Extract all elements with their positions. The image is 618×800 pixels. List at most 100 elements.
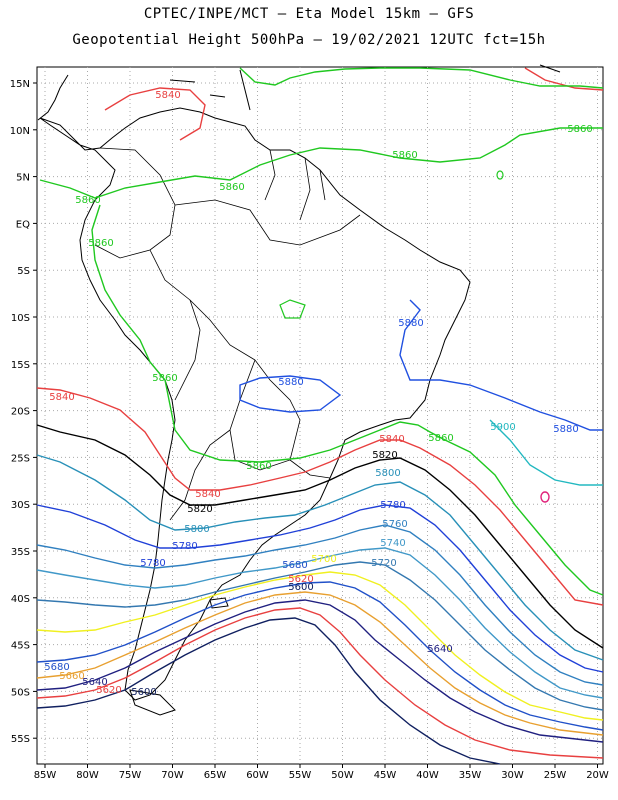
- longitude-label: 80W: [76, 770, 99, 781]
- label-5620: 5620: [96, 685, 121, 696]
- axis-ticks: [33, 82, 598, 768]
- longitude-label: 60W: [246, 770, 269, 781]
- label-5880: 5860: [246, 461, 271, 472]
- longitude-label: 70W: [161, 770, 184, 781]
- label-5860: 5860: [88, 238, 113, 249]
- longitude-label: 50W: [331, 770, 354, 781]
- contour-5620: [36, 607, 604, 759]
- label-5860: 5860: [392, 150, 417, 161]
- latitude-label: 40S: [11, 594, 30, 605]
- contour-5840-northeast: [524, 67, 604, 91]
- label-5860: 5860: [152, 373, 177, 384]
- label-5680: 5680: [44, 662, 69, 673]
- latitude-label: 25S: [11, 453, 30, 464]
- contour-5600: [36, 617, 501, 765]
- latitude-label: 30S: [11, 500, 30, 511]
- contour-5820: [36, 424, 604, 649]
- contour-5840-north: [104, 87, 206, 141]
- label-5780: 5780: [380, 500, 405, 511]
- label-5600: 5600: [131, 687, 156, 698]
- contour-5840-west: [36, 387, 604, 606]
- label-5640: 5640: [427, 644, 452, 655]
- longitude-label: 85W: [34, 770, 57, 781]
- contour-5880-east: [399, 299, 603, 431]
- tierra-del-fuego: [129, 689, 176, 716]
- latitude-label: 10S: [11, 313, 30, 324]
- label-5840: 5840: [49, 392, 74, 403]
- label-5880: 5880: [278, 377, 303, 388]
- label-5780: 5780: [172, 541, 197, 552]
- label-5840: 5840: [195, 489, 220, 500]
- longitude-label: 45W: [374, 770, 397, 781]
- label-5860: 5860: [219, 182, 244, 193]
- longitude-label: 55W: [289, 770, 312, 781]
- label-5860: 5860: [567, 124, 592, 135]
- label-5740: 5740: [380, 538, 405, 549]
- longitude-label: 30W: [501, 770, 524, 781]
- label-5840: 5840: [379, 434, 404, 445]
- latitude-label: 5S: [17, 266, 30, 277]
- label-5860: 5860: [428, 433, 453, 444]
- latitude-label: 35S: [11, 547, 30, 558]
- latitude-label: 5N: [16, 173, 30, 184]
- label-5800: 5800: [184, 524, 209, 535]
- south-america-coast: [39, 107, 471, 701]
- contour-5760: [36, 524, 604, 686]
- label-5800: 5800: [375, 468, 400, 479]
- label-5780: 5780: [140, 558, 165, 569]
- contour-small-closed-center: [279, 299, 306, 319]
- contour-5660: [36, 591, 604, 736]
- longitude-label: 25W: [544, 770, 567, 781]
- label-5820: 5820: [372, 450, 397, 461]
- label-5600: 5600: [288, 582, 313, 593]
- contour-labels: 5840 5860 5860 5860 5860 5860 5880 5880 …: [44, 90, 592, 698]
- label-5860: 5860: [75, 195, 100, 206]
- longitude-label: 20W: [586, 770, 609, 781]
- contour-5800: [36, 454, 604, 661]
- longitude-labels: 85W 80W 75W 70W 65W 60W 55W 50W 45W 40W 35W 30W 25W 2…: [34, 770, 609, 781]
- label-5660: 5660: [59, 671, 84, 682]
- longitude-label: 35W: [459, 770, 482, 781]
- latitude-label: 55S: [11, 734, 30, 745]
- latitude-labels: 15N 10N 5N EQ 5S 10S 15S 20S 25S 30S 35S 40S 45S 50S 5…: [10, 79, 30, 745]
- contour-5640: [36, 599, 604, 743]
- latitude-label: 15N: [10, 79, 30, 90]
- contour-small-closed-north: [496, 170, 504, 180]
- latitude-label: 50S: [11, 687, 30, 698]
- label-5840: 5840: [155, 90, 180, 101]
- contour-5860-north: [239, 67, 604, 89]
- longitude-label: 75W: [119, 770, 142, 781]
- country-borders: [94, 147, 361, 521]
- label-5720: 5720: [371, 558, 396, 569]
- map-frame: [36, 66, 604, 765]
- label-5680: 5680: [282, 560, 307, 571]
- longitude-label: 65W: [204, 770, 227, 781]
- label-5880: 5880: [553, 424, 578, 435]
- map-title: CPTEC/INPE/MCT – Eta Model 15km – GFS: [143, 6, 475, 22]
- label-5900: 5900: [490, 422, 515, 433]
- coastlines: [37, 64, 561, 716]
- longitude-label: 40W: [416, 770, 439, 781]
- latitude-label: 15S: [11, 360, 30, 371]
- label-5640: 5640: [82, 677, 107, 688]
- contour-5700: [36, 571, 604, 721]
- latitude-label: 10N: [10, 126, 30, 137]
- contour-5680: [36, 581, 604, 731]
- contour-5720: [36, 561, 604, 711]
- central-america: [37, 74, 69, 121]
- contour-5900: [489, 419, 603, 486]
- latitude-label: 20S: [11, 407, 30, 418]
- label-5880: 5880: [398, 318, 423, 329]
- contour-5880-central: [239, 375, 342, 413]
- latitude-label: EQ: [16, 219, 30, 230]
- label-5820: 5820: [187, 504, 212, 515]
- height-contours: [36, 67, 604, 765]
- latitude-label: 45S: [11, 641, 30, 652]
- contour-5740: [36, 547, 604, 699]
- falklands: [209, 597, 229, 609]
- contour-small-closed: [540, 491, 550, 503]
- map-subtitle: Geopotential Height 500hPa – 19/02/2021 …: [72, 32, 546, 48]
- contour-5860-equatorial: [39, 127, 603, 199]
- contour-5780: [36, 504, 604, 673]
